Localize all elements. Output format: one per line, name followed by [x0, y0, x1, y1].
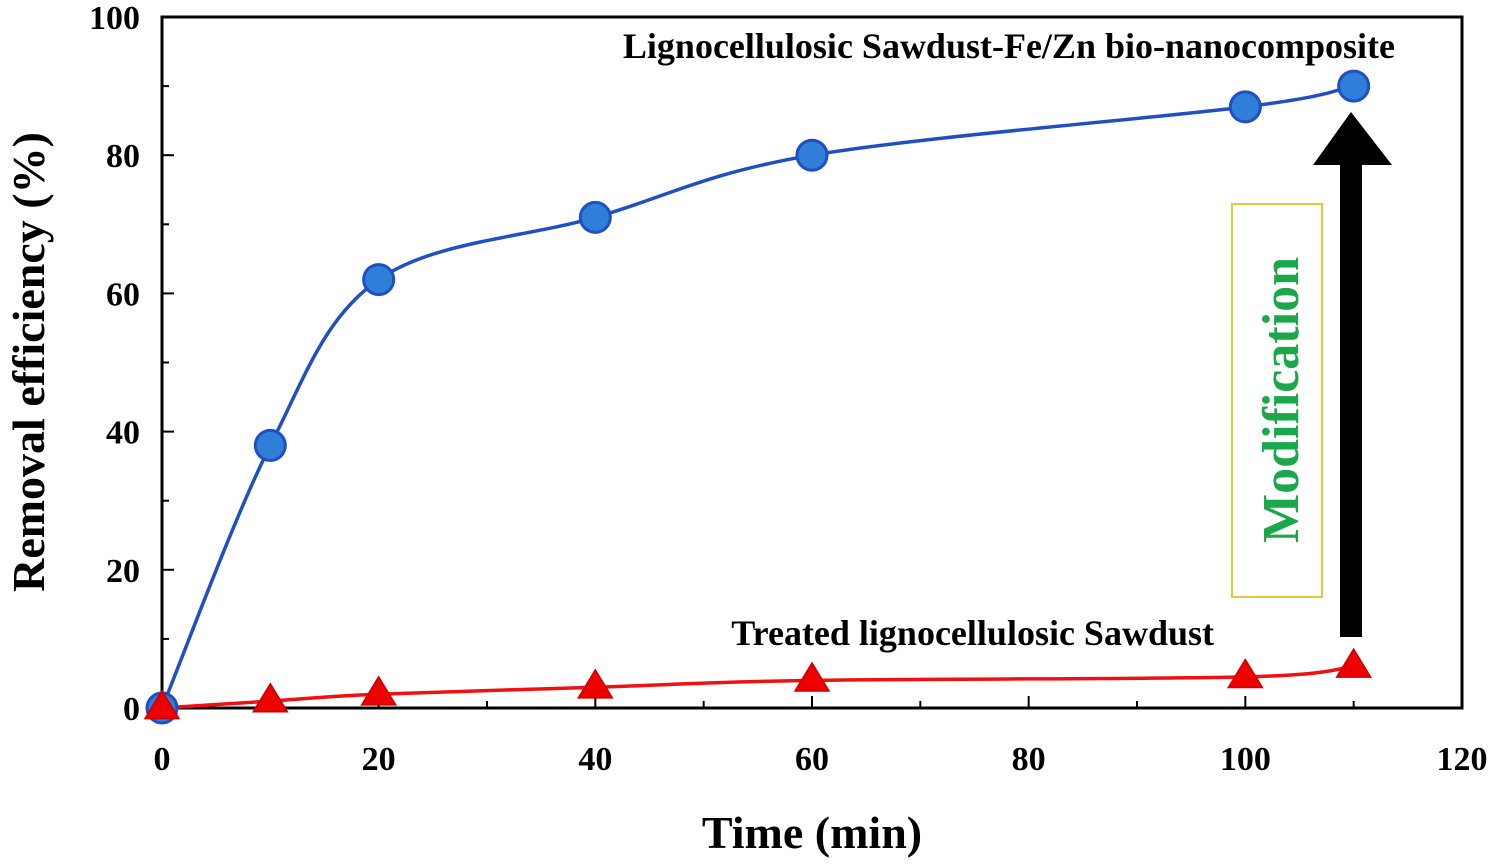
y-tick-label: 100	[89, 0, 140, 37]
x-tick-label: 0	[154, 741, 171, 778]
data-point-triangle	[1227, 658, 1264, 689]
y-tick-label: 20	[106, 553, 140, 590]
data-point-circle	[578, 200, 612, 234]
modification-box	[1231, 203, 1323, 598]
x-tick-label: 100	[1220, 741, 1271, 778]
data-point-circle	[253, 428, 287, 462]
modification-arrow-shaft	[1340, 160, 1362, 637]
data-point-triangle	[360, 675, 397, 706]
data-point-triangle	[252, 682, 289, 713]
series-label-treated: Treated lignocellulosic Sawdust	[731, 613, 1214, 653]
series-markers	[143, 69, 1372, 725]
modification-label: Modification	[1253, 257, 1310, 543]
series-label-nanocomposite: Lignocellulosic Sawdust-Fe/Zn bio-nanoco…	[623, 26, 1395, 66]
y-tick-label: 0	[123, 691, 140, 728]
data-point-triangle	[143, 689, 181, 720]
y-axis-title: Removal efficiency (%)	[3, 132, 54, 592]
modification-arrow	[1313, 112, 1392, 637]
x-tick-labels: 0 20 40 60 80 100 120	[154, 741, 1488, 778]
modification-arrow-head	[1313, 112, 1392, 165]
x-tick-label: 20	[362, 741, 396, 778]
y-tick-label: 60	[106, 276, 140, 313]
data-point-triangle	[577, 668, 614, 699]
y-tick-label: 40	[106, 415, 140, 452]
y-tick-label: 80	[106, 138, 140, 175]
data-point-circle	[362, 263, 396, 297]
axis-ticks	[161, 16, 1463, 709]
x-tick-label: 120	[1437, 741, 1488, 778]
x-tick-label: 80	[1012, 741, 1046, 778]
series-line-treated	[161, 664, 1354, 710]
data-point-circle	[1337, 69, 1371, 103]
y-tick-labels: 0 20 40 60 80 100	[89, 0, 140, 728]
x-tick-label: 60	[795, 741, 829, 778]
data-point-triangle	[1335, 647, 1372, 678]
data-point-triangle	[793, 661, 831, 692]
x-axis-title: Time (min)	[702, 807, 922, 858]
x-tick-label: 40	[578, 741, 612, 778]
data-point-circle	[1228, 90, 1262, 124]
data-point-circle	[795, 138, 829, 172]
